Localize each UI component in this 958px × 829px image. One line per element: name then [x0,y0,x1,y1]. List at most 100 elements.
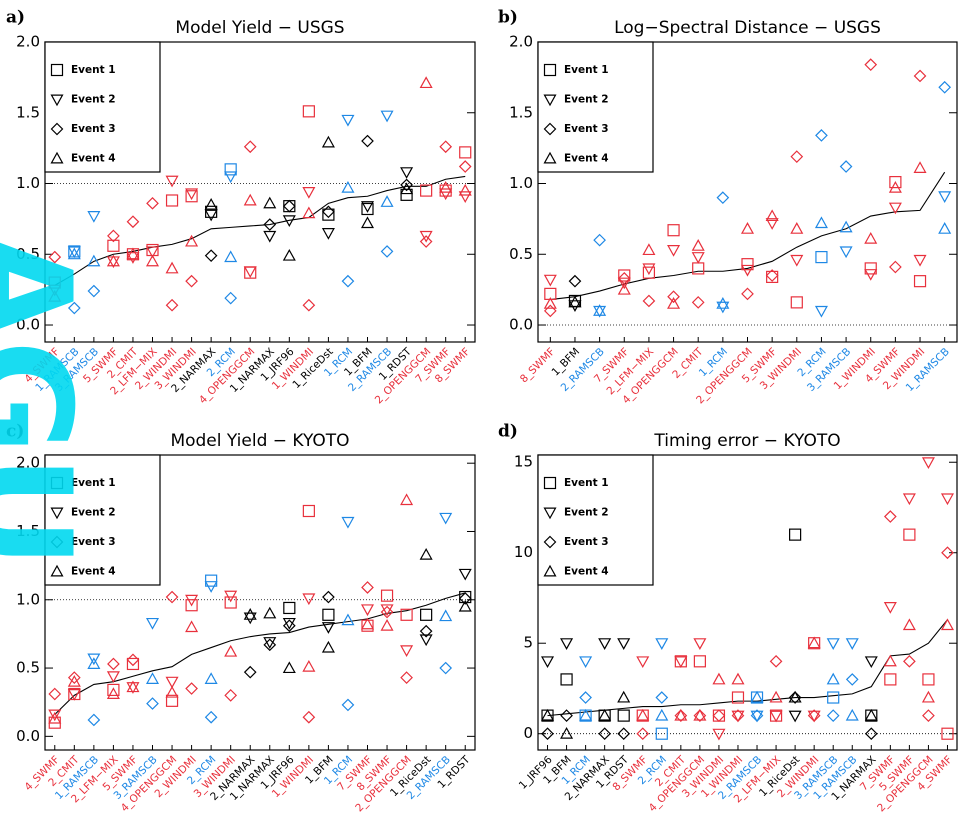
marker-triangle-up [263,606,277,619]
legend-label: Event 1 [564,477,609,489]
marker-square [864,262,877,275]
marker-triangle-down [165,175,179,188]
marker-triangle-up [642,243,656,256]
marker-triangle-down [67,689,81,701]
marker-triangle-up [224,644,238,657]
marker-square [107,239,120,252]
marker-triangle-down [807,710,821,723]
marker-triangle-down [642,263,656,276]
marker-square [790,296,803,309]
marker-triangle-up [50,151,64,164]
chart-title: Timing error − KYOTO [653,431,840,451]
legend-label: Event 1 [71,477,116,489]
marker-diamond [146,196,159,210]
marker-diamond [691,296,705,309]
marker-triangle-up [380,618,394,631]
marker-diamond [864,58,878,71]
marker-diamond [864,727,878,741]
marker-triangle-down [731,710,745,723]
y-tick-label: 2.0 [16,454,40,472]
marker-triangle-up [243,193,257,206]
marker-diamond [560,709,573,722]
marker-square [400,608,413,621]
marker-diamond [839,160,853,173]
marker-triangle-down [458,568,472,581]
marker-triangle-up [888,181,902,193]
marker-diamond [598,727,612,741]
marker-triangle-up [617,690,631,703]
marker-triangle-up [302,659,316,672]
marker-triangle-up [204,198,218,210]
marker-square [731,691,745,704]
marker-triangle-up [568,295,582,308]
marker-square [205,205,218,218]
marker-triangle-up [282,248,296,261]
marker-square [50,63,64,77]
marker-triangle-down [204,209,218,222]
marker-triangle-down [439,188,453,201]
marker-triangle-up [674,708,688,721]
marker-diamond [769,654,783,668]
marker-square [903,528,916,541]
marker-square [543,63,557,77]
marker-diamond [419,235,433,248]
marker-triangle-up [263,196,277,209]
marker-triangle-up [419,76,433,89]
marker-diamond [543,122,557,136]
marker-diamond [667,290,680,304]
marker-triangle-down [543,507,557,520]
marker-triangle-up [845,708,859,721]
marker-diamond [204,710,218,724]
marker-diamond [263,638,277,652]
marker-triangle-down [790,254,804,267]
legend-label: Event 3 [564,536,609,548]
trend-line [54,592,466,715]
marker-triangle-down [826,638,840,650]
marker-triangle-up [913,161,927,173]
marker-triangle-down [145,617,160,630]
marker-square [789,528,802,541]
marker-triangle-down [106,671,120,683]
legend-label: Event 4 [71,153,116,165]
marker-triangle-up [302,206,316,219]
marker-square [913,275,927,288]
marker-triangle-up [716,297,730,309]
marker-triangle-down [263,230,277,243]
marker-diamond [731,709,745,722]
marker-diamond [889,260,902,274]
marker-triangle-down [282,215,296,228]
marker-triangle-down [750,710,764,723]
marker-square [766,270,779,284]
marker-square [361,202,374,216]
marker-square [693,655,706,668]
marker-diamond [322,590,335,604]
marker-diamond [282,619,296,633]
marker-diamond [741,287,754,301]
marker-square [361,619,374,632]
marker-triangle-down [883,602,897,614]
legend-label: Event 4 [71,566,116,578]
marker-triangle-down [913,254,927,267]
panel: c) Model Yield − KYOTO0.00.51.01.52.04_SW… [6,422,476,814]
marker-diamond [642,294,656,308]
marker-square [439,184,452,197]
marker-triangle-down [145,246,160,259]
y-tick-label: 1.5 [509,103,533,121]
marker-triangle-down [185,594,199,607]
marker-triangle-down [126,252,140,264]
marker-triangle-down [302,593,316,606]
marker-triangle-up [341,613,355,626]
marker-triangle-down [439,512,453,525]
marker-triangle-down [839,246,853,259]
y-tick-label: 15 [514,453,533,471]
marker-square [642,266,656,279]
legend-label: Event 2 [71,507,116,519]
marker-diamond [693,709,707,722]
marker-triangle-up [282,661,296,674]
marker-triangle-down [541,656,555,669]
marker-triangle-up [48,289,62,302]
marker-square [667,224,680,237]
y-tick-label: 1.0 [16,590,40,608]
marker-diamond [361,581,374,594]
marker-triangle-up [864,231,878,244]
